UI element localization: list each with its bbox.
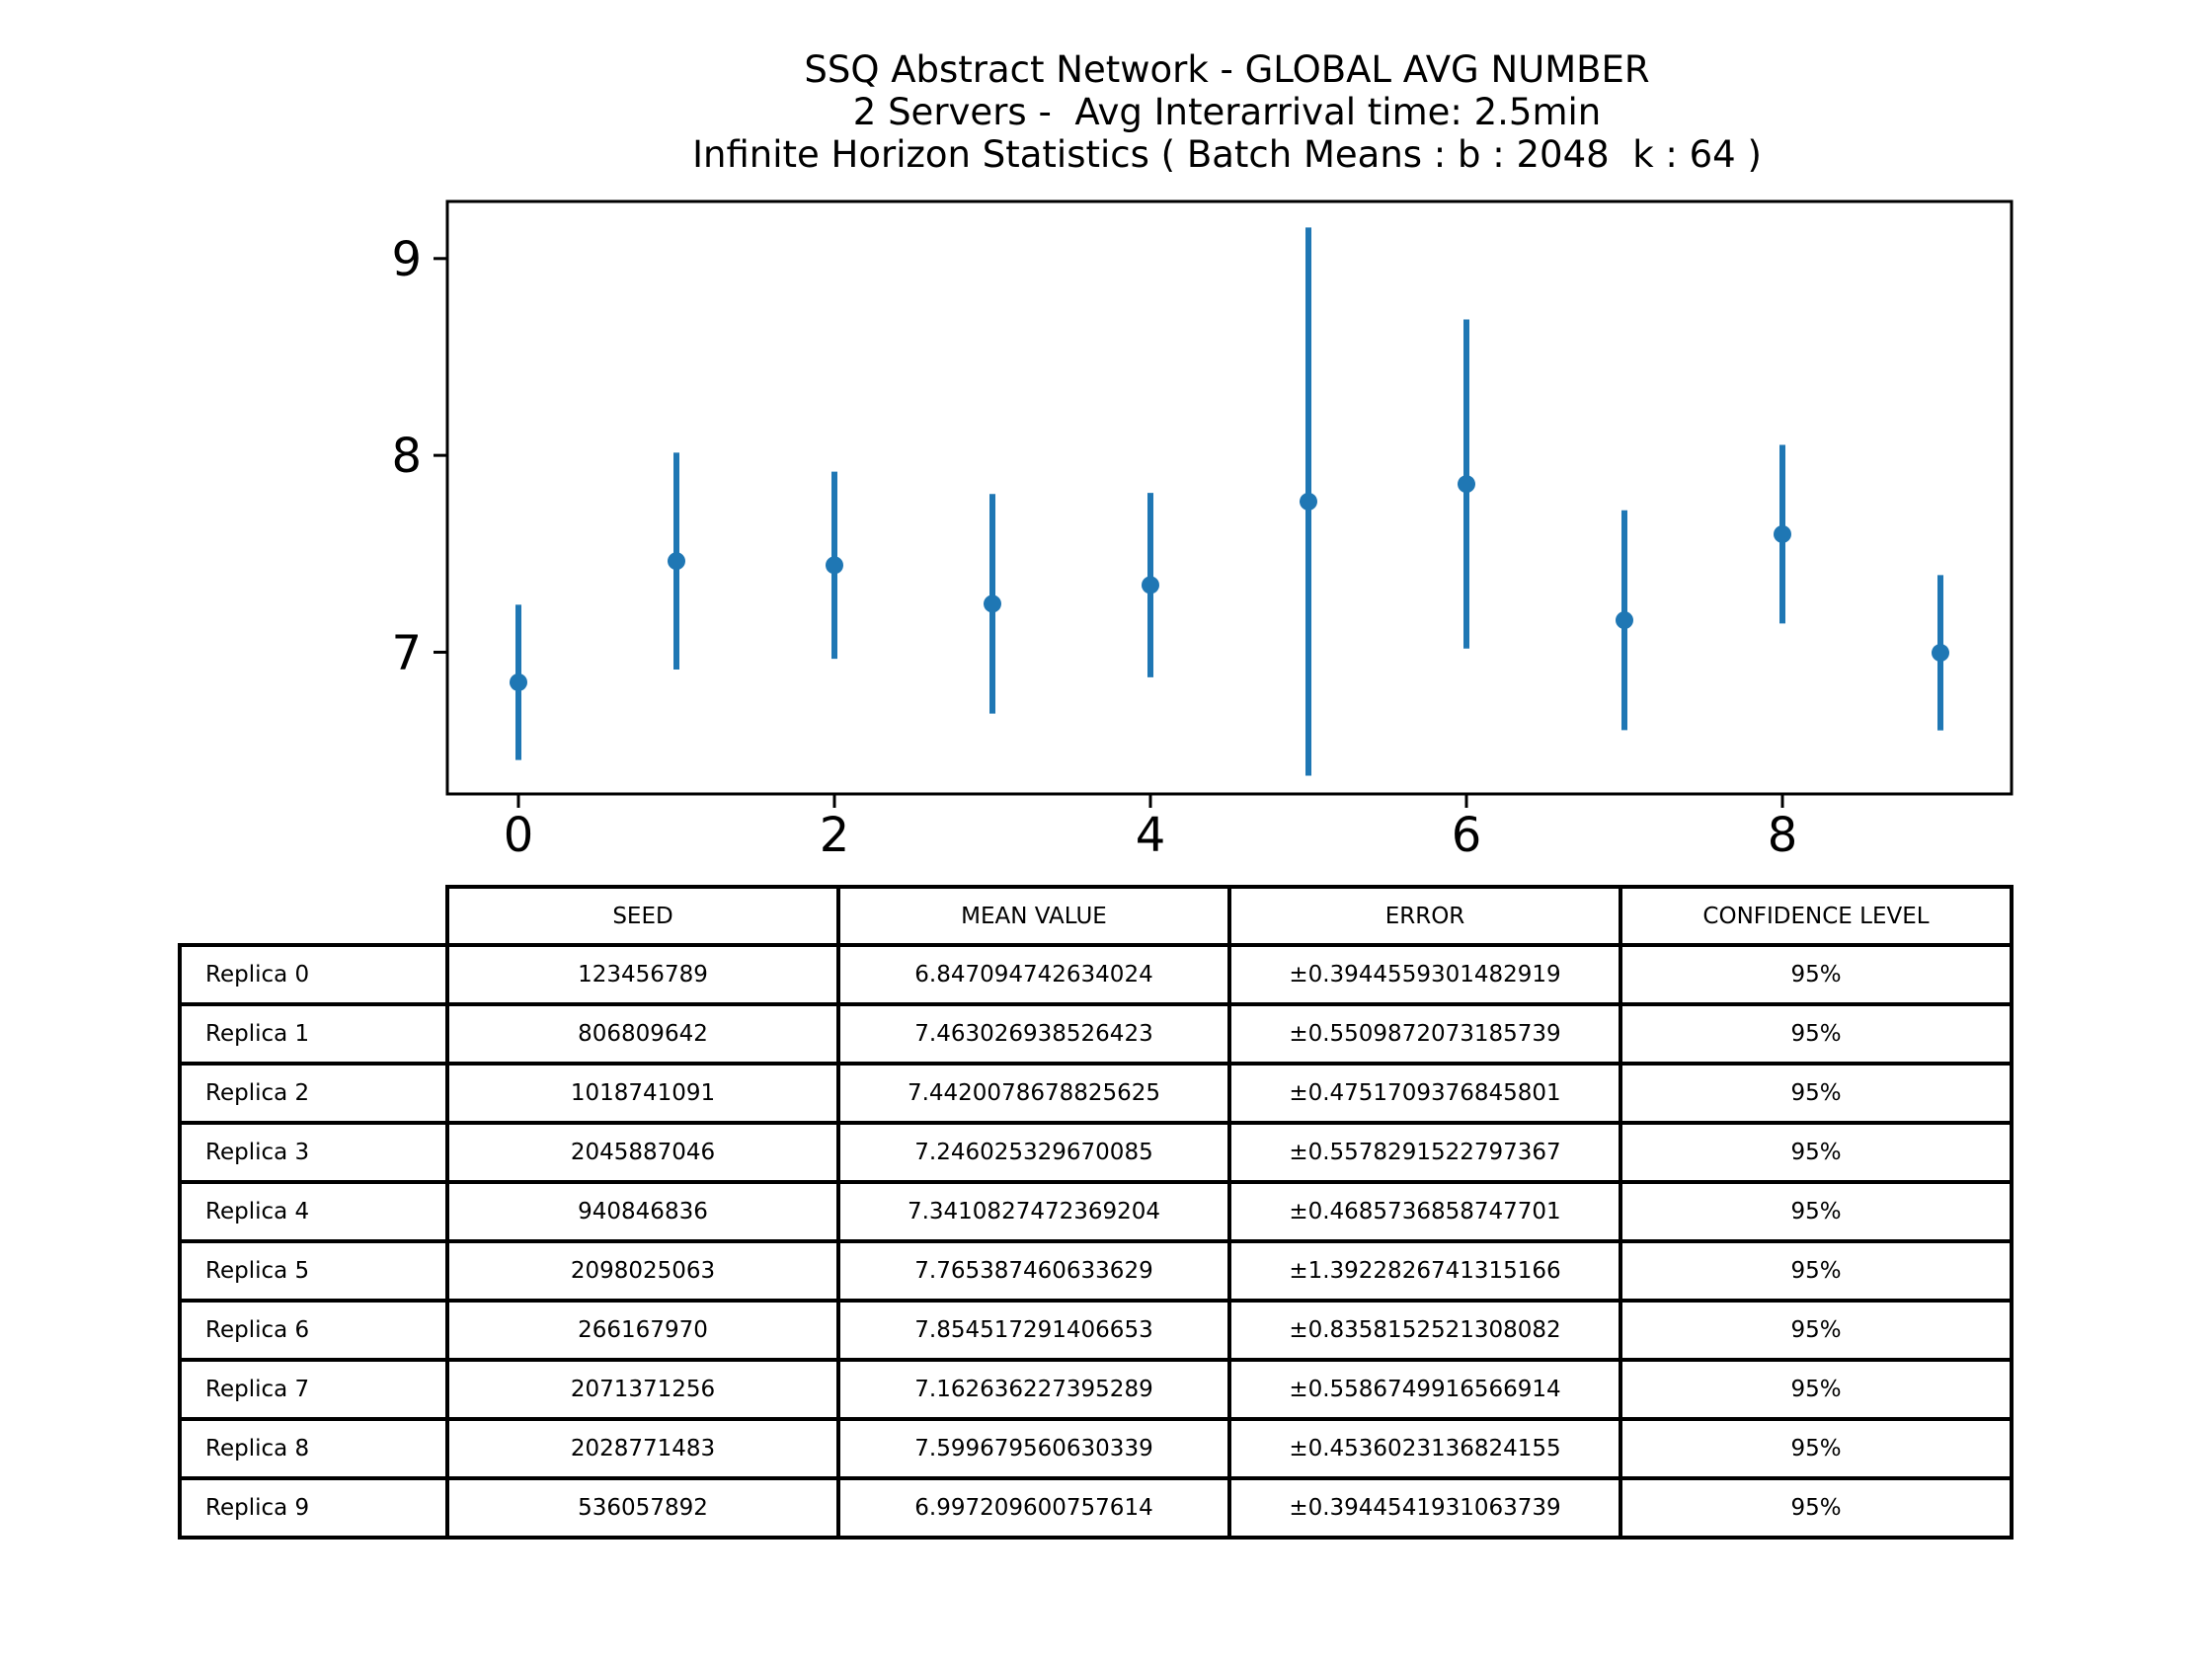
mean-point-5 xyxy=(1300,492,1317,511)
table-row-label: Replica 6 xyxy=(178,1299,449,1362)
table-cell: 95% xyxy=(1619,1180,2014,1243)
mean-point-0 xyxy=(510,672,527,691)
table-cell: 95% xyxy=(1619,1002,2014,1066)
y-tick-label-9: 9 xyxy=(391,232,422,287)
table-cell: ±0.5586749916566914 xyxy=(1227,1358,1622,1421)
table-cell: 940846836 xyxy=(445,1180,840,1243)
table-cell: ±0.8358152521308082 xyxy=(1227,1299,1622,1362)
table-cell: ±0.3944559301482919 xyxy=(1227,943,1622,1006)
table-cell: 7.4420078678825625 xyxy=(836,1062,1231,1125)
mean-point-3 xyxy=(984,594,1001,613)
x-tick-label-0: 0 xyxy=(504,808,534,863)
mean-point-8 xyxy=(1774,524,1791,543)
table-cell: 7.162636227395289 xyxy=(836,1358,1231,1421)
table-cell: 7.599679560630339 xyxy=(836,1417,1231,1480)
chart-title-line-3: Infinite Horizon Statistics ( Batch Mean… xyxy=(692,133,1762,176)
table-cell: 536057892 xyxy=(445,1476,840,1540)
table-cell: 6.847094742634024 xyxy=(836,943,1231,1006)
table-cell: ±0.4536023136824155 xyxy=(1227,1417,1622,1480)
table-column-header: ERROR xyxy=(1227,885,1622,947)
mean-point-2 xyxy=(826,556,843,575)
chart-title-line-2: 2 Servers - Avg Interarrival time: 2.5mi… xyxy=(852,91,1602,133)
table-cell: 2071371256 xyxy=(445,1358,840,1421)
table-cell: 2028771483 xyxy=(445,1417,840,1480)
table-cell: 7.765387460633629 xyxy=(836,1239,1231,1303)
x-tick-label-4: 4 xyxy=(1136,808,1166,863)
plot-frame xyxy=(445,199,2014,796)
table-cell: 95% xyxy=(1619,1417,2014,1480)
table-row-label: Replica 9 xyxy=(178,1476,449,1540)
table-cell: ±0.4685736858747701 xyxy=(1227,1180,1622,1243)
table-cell: 806809642 xyxy=(445,1002,840,1066)
table-row-label: Replica 2 xyxy=(178,1062,449,1125)
table-cell: ±0.5578291522797367 xyxy=(1227,1121,1622,1184)
table-cell: 7.463026938526423 xyxy=(836,1002,1231,1066)
y-tick-label-7: 7 xyxy=(391,625,422,680)
table-cell: 6.997209600757614 xyxy=(836,1476,1231,1540)
table-row-label: Replica 4 xyxy=(178,1180,449,1243)
table-row-label: Replica 7 xyxy=(178,1358,449,1421)
table-cell: 266167970 xyxy=(445,1299,840,1362)
table-cell: 2098025063 xyxy=(445,1239,840,1303)
table-cell: 95% xyxy=(1619,1358,2014,1421)
x-tick-label-2: 2 xyxy=(820,808,850,863)
table-cell: 1018741091 xyxy=(445,1062,840,1125)
table-cell: ±0.3944541931063739 xyxy=(1227,1476,1622,1540)
table-cell: 95% xyxy=(1619,1299,2014,1362)
mean-point-6 xyxy=(1458,475,1475,494)
mean-point-9 xyxy=(1932,644,1949,663)
table-cell: 7.3410827472369204 xyxy=(836,1180,1231,1243)
table-column-header: MEAN VALUE xyxy=(836,885,1231,947)
table-column-header: CONFIDENCE LEVEL xyxy=(1619,885,2014,947)
x-tick-label-8: 8 xyxy=(1768,808,1798,863)
table-cell: 95% xyxy=(1619,1476,2014,1540)
table-cell: 95% xyxy=(1619,1239,2014,1303)
table-cell: 123456789 xyxy=(445,943,840,1006)
x-tick-label-6: 6 xyxy=(1452,808,1482,863)
table-row-label: Replica 0 xyxy=(178,943,449,1006)
table-cell: ±0.4751709376845801 xyxy=(1227,1062,1622,1125)
mean-point-4 xyxy=(1142,576,1159,594)
mean-point-1 xyxy=(668,552,685,571)
chart-title-line-1: SSQ Abstract Network - GLOBAL AVG NUMBER xyxy=(804,48,1650,91)
table-cell: 2045887046 xyxy=(445,1121,840,1184)
table-cell: ±0.5509872073185739 xyxy=(1227,1002,1622,1066)
table-cell: 95% xyxy=(1619,1062,2014,1125)
table-cell: 7.246025329670085 xyxy=(836,1121,1231,1184)
table-row-label: Replica 3 xyxy=(178,1121,449,1184)
table-cell: 95% xyxy=(1619,943,2014,1006)
table-cell: 95% xyxy=(1619,1121,2014,1184)
table-cell: 7.854517291406653 xyxy=(836,1299,1231,1362)
table-row-label: Replica 8 xyxy=(178,1417,449,1480)
mean-point-7 xyxy=(1616,611,1633,630)
y-tick-label-8: 8 xyxy=(391,429,422,484)
table-column-header: SEED xyxy=(445,885,840,947)
table-row-label: Replica 1 xyxy=(178,1002,449,1066)
table-cell: ±1.3922826741315166 xyxy=(1227,1239,1622,1303)
table-row-label: Replica 5 xyxy=(178,1239,449,1303)
